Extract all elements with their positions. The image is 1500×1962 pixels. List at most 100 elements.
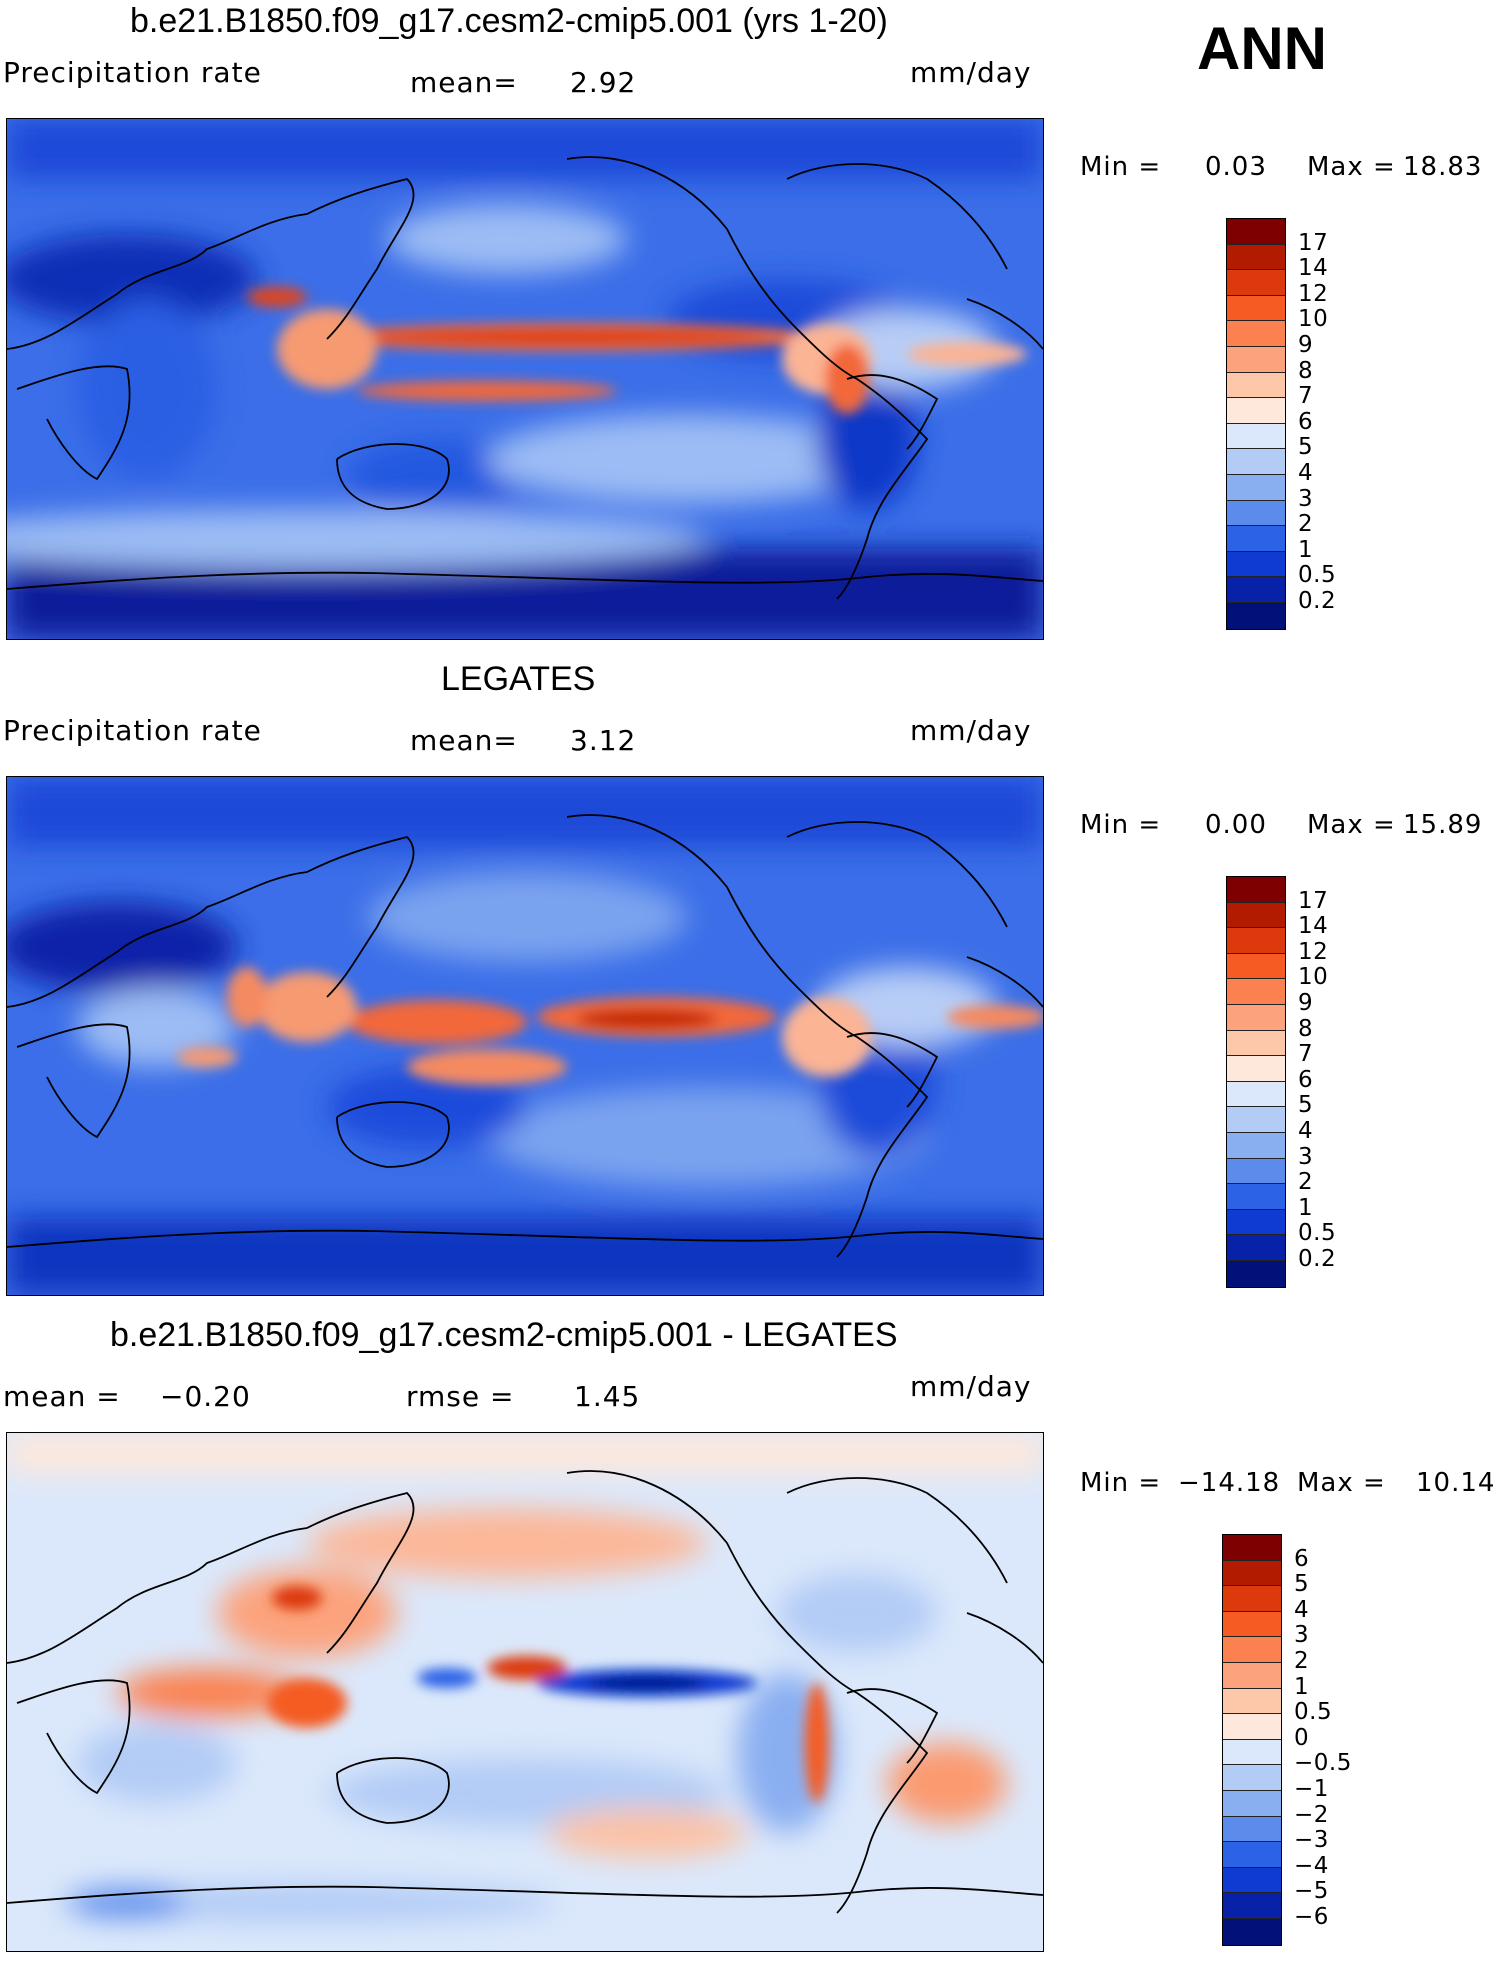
colorbar-cell <box>1227 423 1285 450</box>
colorbar-tick-label: 5 <box>1298 434 1314 461</box>
colorbar-cell <box>1227 398 1285 424</box>
colorbar-cell <box>1227 1260 1285 1287</box>
colorbar-cell <box>1227 551 1285 578</box>
panel1-title: b.e21.B1850.f09_g17.cesm2-cmip5.001 (yrs… <box>130 2 888 40</box>
panel2-max-value: 15.89 <box>1403 810 1483 840</box>
colorbar-cell <box>1227 270 1285 296</box>
colorbar-cell <box>1227 928 1285 954</box>
colorbar-cell <box>1227 979 1285 1005</box>
panel1-colorbar <box>1226 218 1286 630</box>
colorbar-cell <box>1223 1714 1281 1740</box>
colorbar-cell <box>1223 1842 1281 1868</box>
panel1-mean-value: 2.92 <box>570 66 637 99</box>
colorbar-cell <box>1223 1739 1281 1766</box>
colorbar-cell <box>1223 1790 1281 1817</box>
colorbar-cell <box>1227 1209 1285 1236</box>
colorbar-tick-label: 12 <box>1298 280 1329 307</box>
colorbar-tick-label: 6 <box>1298 1066 1314 1093</box>
colorbar-tick-label: 10 <box>1298 964 1329 991</box>
colorbar-tick-label: −4 <box>1294 1852 1329 1879</box>
colorbar-tick-label: 3 <box>1298 485 1314 512</box>
colorbar-tick-label: 6 <box>1294 1545 1310 1572</box>
colorbar-tick-label: −0.5 <box>1294 1750 1352 1777</box>
colorbar-cell <box>1223 1611 1281 1638</box>
panel3-mean-label: mean = <box>3 1380 121 1413</box>
panel1-mean-label: mean= <box>410 66 518 99</box>
colorbar-tick-label: 0 <box>1294 1724 1310 1751</box>
colorbar-tick-label: −1 <box>1294 1776 1329 1802</box>
colorbar-cell <box>1227 219 1285 245</box>
colorbar-cell <box>1223 1637 1281 1663</box>
colorbar-cell <box>1227 902 1285 929</box>
colorbar-cell <box>1223 1765 1281 1791</box>
colorbar-tick-label: 17 <box>1298 229 1329 256</box>
colorbar-cell <box>1227 346 1285 373</box>
colorbar-tick-label: 8 <box>1298 357 1314 384</box>
colorbar-tick-label: 9 <box>1298 990 1314 1016</box>
panel3-min-value: −14.18 <box>1178 1468 1281 1498</box>
colorbar-tick-label: 2 <box>1298 511 1314 538</box>
colorbar-tick-label: 14 <box>1298 255 1329 282</box>
colorbar-cell <box>1227 577 1285 603</box>
colorbar-tick-label: 8 <box>1298 1015 1314 1042</box>
colorbar-cell <box>1223 1918 1281 1945</box>
colorbar-tick-label: 4 <box>1298 1118 1314 1144</box>
panel3-unit: mm/day <box>910 1370 1032 1403</box>
colorbar-tick-label: 9 <box>1298 332 1314 358</box>
colorbar-tick-label: 6 <box>1298 408 1314 435</box>
colorbar-cell <box>1227 321 1285 347</box>
panel1-map-svg <box>7 119 1043 639</box>
colorbar-cell <box>1227 602 1285 629</box>
colorbar-tick-label: −3 <box>1294 1827 1329 1854</box>
colorbar-cell <box>1227 1132 1285 1159</box>
panel2-min-value: 0.00 <box>1205 810 1267 840</box>
colorbar-tick-label: 0.5 <box>1294 1699 1333 1726</box>
panel3-mean-value: −0.20 <box>160 1380 251 1413</box>
colorbar-cell <box>1227 295 1285 322</box>
colorbar-cell <box>1223 1662 1281 1689</box>
panel1-variable: Precipitation rate <box>3 56 262 89</box>
colorbar-cell <box>1227 1107 1285 1133</box>
colorbar-tick-label: 7 <box>1298 383 1314 410</box>
colorbar-cell <box>1227 1081 1285 1108</box>
panel2-map-svg <box>7 777 1043 1295</box>
panel2-title: LEGATES <box>441 660 596 698</box>
colorbar-cell <box>1227 1184 1285 1210</box>
colorbar-cell <box>1227 1158 1285 1185</box>
colorbar-cell <box>1227 1235 1285 1261</box>
panel3-colorbar <box>1222 1534 1282 1946</box>
colorbar-tick-label: 0.2 <box>1298 588 1337 614</box>
colorbar-cell <box>1227 1004 1285 1031</box>
panel2-max-label: Max = <box>1307 810 1396 840</box>
panel3-rmse-label: rmse = <box>406 1380 515 1413</box>
colorbar-tick-label: 2 <box>1294 1648 1310 1674</box>
panel2-colorbar <box>1226 876 1286 1288</box>
colorbar-tick-label: 4 <box>1298 460 1314 486</box>
panel1-max-label: Max = <box>1307 152 1396 182</box>
colorbar-tick-label: 5 <box>1294 1571 1310 1598</box>
colorbar-cell <box>1227 953 1285 980</box>
panel1-min-value: 0.03 <box>1205 152 1267 182</box>
colorbar-tick-label: 0.2 <box>1298 1246 1337 1272</box>
colorbar-tick-label: 1 <box>1294 1673 1310 1700</box>
colorbar-tick-label: 3 <box>1298 1143 1314 1170</box>
colorbar-tick-label: 10 <box>1298 306 1329 333</box>
colorbar-cell <box>1227 1056 1285 1082</box>
colorbar-tick-label: 4 <box>1294 1596 1310 1623</box>
colorbar-tick-label: 14 <box>1298 913 1329 940</box>
colorbar-cell <box>1227 1030 1285 1057</box>
panel3-max-value: 10.14 <box>1416 1468 1496 1498</box>
colorbar-cell <box>1223 1688 1281 1715</box>
colorbar-tick-label: 1 <box>1298 1194 1314 1221</box>
colorbar-cell <box>1227 877 1285 903</box>
panel2-mean-label: mean= <box>410 724 518 757</box>
panel3-max-label: Max = <box>1297 1468 1386 1498</box>
colorbar-tick-label: 2 <box>1298 1169 1314 1196</box>
panel1-max-value: 18.83 <box>1403 152 1483 182</box>
colorbar-cell <box>1223 1867 1281 1894</box>
panel3-map-svg <box>7 1433 1043 1951</box>
panel1-map <box>6 118 1044 640</box>
panel2-mean-value: 3.12 <box>570 724 637 757</box>
panel3-rmse-value: 1.45 <box>574 1380 641 1413</box>
colorbar-cell <box>1223 1816 1281 1843</box>
